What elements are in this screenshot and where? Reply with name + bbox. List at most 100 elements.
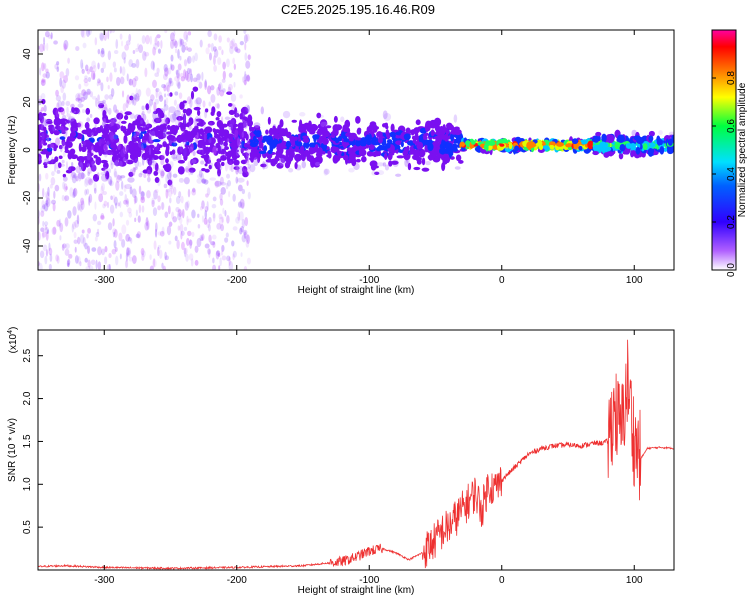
heatmap-cell bbox=[260, 163, 267, 168]
heatmap-cell bbox=[214, 162, 221, 170]
heatmap-cell bbox=[177, 82, 181, 89]
heatmap-cell bbox=[441, 139, 445, 148]
heatmap-cell bbox=[84, 176, 92, 186]
heatmap-cell bbox=[219, 89, 225, 97]
heatmap-cell bbox=[73, 231, 77, 239]
heatmap-cell bbox=[411, 150, 420, 155]
heatmap-cell bbox=[45, 227, 49, 234]
snr-plot: -300 -200 -100 0 100 0.5 1.0 1.5 2.0 2.5 Height … bbox=[7, 327, 675, 596]
heatmap-cell bbox=[139, 170, 145, 176]
heatmap-cell bbox=[161, 262, 164, 269]
heatmap-cell bbox=[154, 188, 159, 193]
heatmap-cell bbox=[483, 143, 489, 151]
heatmap-cell bbox=[77, 256, 81, 265]
heatmap-cell bbox=[109, 179, 113, 186]
heatmap-cell bbox=[169, 178, 174, 187]
heatmap-cell bbox=[165, 158, 169, 164]
heatmap-cell bbox=[170, 185, 174, 195]
heatmap-cell bbox=[109, 30, 112, 34]
heatmap-cell bbox=[411, 135, 417, 140]
heatmap-cell bbox=[273, 138, 279, 145]
heatmap-cell bbox=[61, 100, 65, 107]
heatmap-cell bbox=[179, 72, 184, 78]
heatmap-cell bbox=[84, 189, 88, 196]
heatmap-cell bbox=[232, 226, 238, 231]
heatmap-cell bbox=[202, 119, 206, 130]
heatmap-cell bbox=[219, 181, 227, 186]
heatmap-cell bbox=[92, 213, 98, 222]
heatmap-cell bbox=[180, 39, 184, 46]
heatmap-cell bbox=[366, 126, 371, 134]
heatmap-cell bbox=[252, 151, 258, 160]
heatmap-cell bbox=[183, 114, 186, 125]
heatmap-cell bbox=[232, 253, 235, 261]
heatmap-cell bbox=[138, 173, 143, 178]
heatmap-cell bbox=[119, 76, 125, 85]
heatmap-cell bbox=[100, 47, 105, 55]
heatmap-cell bbox=[106, 201, 110, 209]
heatmap-cell bbox=[253, 125, 261, 130]
heatmap-cell bbox=[161, 226, 165, 235]
heatmap-cell bbox=[168, 106, 176, 114]
heatmap-cell bbox=[132, 167, 136, 176]
heatmap-cell bbox=[145, 87, 151, 97]
snr-ylabel: SNR (10 * v/v) bbox=[7, 418, 18, 482]
heatmap-cell bbox=[425, 124, 429, 133]
heatmap-cell bbox=[235, 176, 239, 184]
heatmap-cell bbox=[140, 112, 144, 119]
heatmap-cell bbox=[168, 240, 172, 245]
heatmap-cell bbox=[126, 129, 132, 135]
heatmap-cell bbox=[163, 99, 167, 107]
heatmap-cell bbox=[86, 68, 91, 75]
heatmap-cell bbox=[299, 145, 305, 153]
heatmap-cell bbox=[233, 166, 240, 170]
heatmap-cell bbox=[384, 164, 390, 171]
heatmap-cell bbox=[455, 154, 462, 162]
heatmap-cell bbox=[322, 125, 328, 135]
colorbar-ticks: 0.0 0.2 0.4 0.6 0.8 bbox=[712, 71, 737, 277]
heatmap-cell bbox=[83, 91, 88, 100]
heatmap-cell bbox=[258, 150, 267, 154]
heatmap-cell bbox=[154, 162, 159, 172]
heatmap-cell bbox=[374, 171, 380, 175]
heatmap-cell bbox=[291, 119, 297, 123]
heatmap-cell bbox=[595, 131, 602, 137]
heatmap-cell bbox=[142, 50, 147, 61]
heatmap-cell bbox=[94, 37, 98, 46]
heatmap-cell bbox=[213, 55, 216, 66]
heatmap-cell bbox=[166, 84, 170, 93]
heatmap-cell bbox=[177, 208, 182, 214]
heatmap-cell bbox=[231, 144, 238, 151]
heatmap-cell bbox=[59, 71, 65, 79]
heatmap-cell bbox=[278, 149, 283, 156]
heatmap-cell bbox=[62, 127, 69, 131]
heatmap-cell bbox=[243, 34, 248, 44]
heatmap-cell bbox=[181, 241, 185, 251]
heatmap-cell bbox=[187, 31, 192, 36]
heatmap-cell bbox=[55, 95, 62, 102]
heatmap-cell bbox=[58, 144, 63, 150]
heatmap-cell bbox=[158, 94, 164, 102]
heatmap-cell bbox=[111, 154, 119, 164]
heatmap-cell bbox=[243, 142, 249, 148]
heatmap-cell bbox=[80, 146, 87, 153]
heatmap-cell bbox=[61, 130, 66, 134]
heatmap-cell bbox=[113, 240, 117, 249]
heatmap-cell bbox=[53, 117, 62, 127]
heatmap-cell bbox=[173, 40, 178, 49]
heatmap-cell bbox=[97, 261, 102, 270]
heatmap-cell bbox=[343, 154, 349, 161]
heatmap-cell bbox=[369, 160, 378, 168]
heatmap-cell bbox=[130, 237, 133, 244]
heatmap-cell bbox=[41, 132, 45, 140]
heatmap-cell bbox=[188, 167, 196, 173]
heatmap-cell bbox=[242, 229, 248, 236]
heatmap-cell bbox=[617, 134, 625, 143]
heatmap-cell bbox=[454, 166, 461, 170]
heatmap-cell bbox=[204, 108, 208, 119]
heatmap-cell bbox=[172, 148, 176, 158]
heatmap-cell bbox=[162, 141, 167, 148]
heatmap-cell bbox=[178, 92, 183, 100]
heatmap-cell bbox=[72, 191, 75, 198]
